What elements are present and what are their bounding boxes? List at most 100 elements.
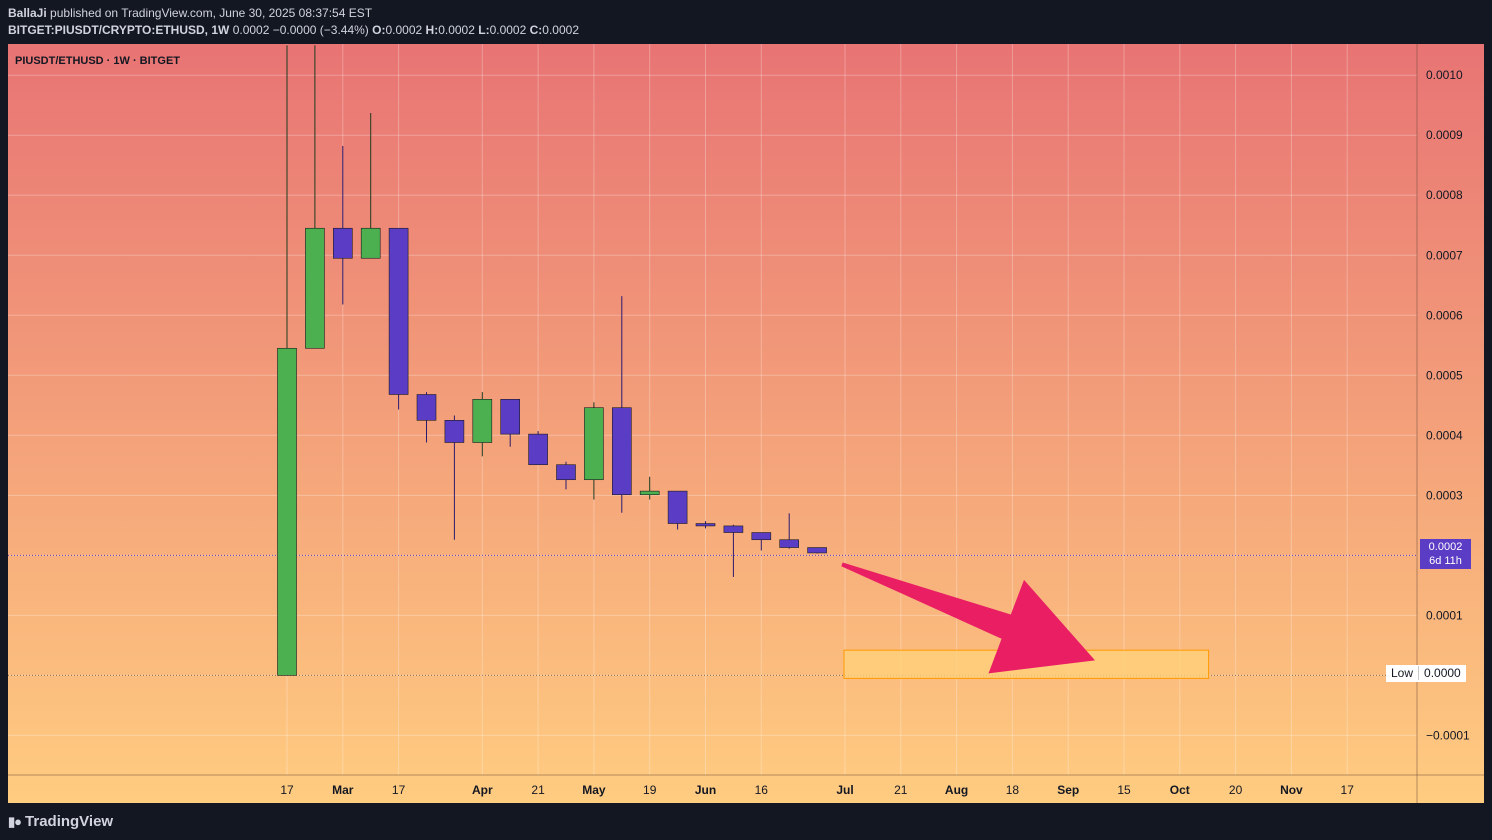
publish-line: BallaJi published on TradingView.com, Ju… — [8, 6, 372, 20]
price-tick-label: 0.0004 — [1426, 428, 1463, 442]
time-axis[interactable]: 17 Mar 17 Apr 21 May 19 Jun 16 Jul 21 Aug 18 Sep 15 Oct… — [280, 783, 1354, 797]
close-value: 0.0002 — [542, 23, 579, 37]
price-tick-label: 0.0008 — [1426, 188, 1463, 202]
candle-body — [751, 532, 772, 541]
candle-body — [360, 227, 381, 259]
close-label: C: — [529, 23, 543, 37]
ohlc-line: BITGET:PIUSDT/CRYPTO:ETHUSD, 1W 0.0002 −… — [8, 23, 579, 37]
candle-body — [611, 407, 632, 496]
time-tick-label: Mar — [332, 783, 354, 797]
time-tick-label: 19 — [643, 783, 657, 797]
time-tick-label: 16 — [755, 783, 769, 797]
candle-body — [556, 464, 576, 481]
candle-body — [667, 490, 688, 524]
candle — [611, 296, 632, 513]
open-value: 0.0002 — [385, 23, 423, 37]
time-tick-label: Sep — [1057, 783, 1079, 797]
candle-body — [388, 227, 409, 395]
price-tick-label: −0.0001 — [1426, 728, 1470, 742]
candle — [556, 461, 576, 490]
candle — [695, 521, 716, 529]
high-label: H: — [425, 23, 439, 37]
time-tick-label: 20 — [1229, 783, 1243, 797]
candle — [472, 392, 493, 457]
high-value: 0.0002 — [438, 23, 475, 37]
candle-body — [500, 398, 521, 435]
price-tick-label: 0.0007 — [1426, 248, 1463, 262]
symbol-full: BITGET:PIUSDT/CRYPTO:ETHUSD, 1W — [8, 23, 230, 37]
candle-body — [584, 407, 604, 481]
candle — [332, 146, 353, 305]
last-price-tag: 0.0002 6d 11h — [1420, 539, 1471, 569]
price-tick-label: 0.0006 — [1426, 308, 1463, 322]
candle — [723, 524, 744, 577]
last-price-value: 0.0002 — [1428, 541, 1463, 553]
time-tick-label: 18 — [1006, 783, 1020, 797]
price-tick-label: 0.0003 — [1426, 488, 1463, 502]
candle — [584, 402, 604, 500]
author-name[interactable]: BallaJi — [8, 6, 47, 20]
forecast-arrow — [841, 562, 1095, 674]
tradingview-logo-icon: ▮● — [8, 814, 22, 829]
candle — [444, 415, 465, 540]
candle — [388, 227, 409, 410]
candle-body — [723, 525, 744, 533]
candle-body — [779, 539, 800, 548]
candles — [277, 45, 827, 676]
chart-header: BallaJi published on TradingView.com, Ju… — [0, 0, 1492, 44]
time-tick-label: Oct — [1170, 783, 1190, 797]
open-label: O: — [372, 23, 386, 37]
change-text: 0.0002 −0.0000 (−3.44%) — [232, 23, 369, 37]
time-tick-label: 21 — [894, 783, 908, 797]
candle — [500, 398, 521, 447]
candle-body — [472, 398, 493, 443]
candle — [360, 113, 381, 259]
tradingview-logo[interactable]: ▮● TradingView — [8, 813, 113, 830]
low-price-tag: Low 0.0000 — [1386, 665, 1466, 682]
low-value: 0.0002 — [489, 23, 527, 37]
footer: ▮● TradingView — [0, 803, 1492, 840]
legend-title: PIUSDT/ETHUSD · 1W · BITGET — [15, 55, 180, 67]
candle-body — [695, 523, 716, 527]
candle-body — [528, 433, 548, 466]
candle — [779, 513, 800, 549]
candle — [807, 547, 827, 554]
candle-body — [332, 227, 353, 259]
time-tick-label: May — [582, 783, 606, 797]
low-label: L: — [478, 23, 490, 37]
candle-body — [277, 347, 297, 676]
candle — [528, 431, 548, 466]
candle-body — [444, 420, 465, 443]
low-tag-label: Low — [1386, 666, 1420, 680]
candle-body — [639, 490, 660, 496]
candle-body — [807, 547, 827, 554]
time-tick-label: 17 — [1341, 783, 1355, 797]
chart-background — [8, 44, 1484, 803]
candle — [416, 392, 437, 443]
time-tick-label: 21 — [531, 783, 545, 797]
candle — [667, 490, 688, 530]
candle — [305, 45, 325, 349]
time-tick-label: Aug — [945, 783, 968, 797]
low-tag-value: 0.0000 — [1424, 666, 1461, 680]
price-tick-label: 0.0010 — [1426, 68, 1463, 82]
bar-countdown: 6d 11h — [1429, 555, 1462, 567]
time-tick-label: Nov — [1280, 783, 1303, 797]
candle-body — [305, 227, 325, 349]
published-text: published on TradingView.com, June 30, 2… — [50, 6, 373, 20]
candle — [277, 45, 297, 676]
candle — [639, 476, 660, 500]
time-tick-label: Jun — [695, 783, 716, 797]
price-tick-label: 0.0001 — [1426, 608, 1463, 622]
price-tick-label: 0.0005 — [1426, 368, 1463, 382]
brand-name: TradingView — [25, 813, 114, 830]
time-tick-label: 17 — [280, 783, 294, 797]
candle — [751, 532, 772, 551]
price-tick-label: 0.0009 — [1426, 128, 1463, 142]
candle-body — [416, 394, 437, 421]
time-tick-label: 15 — [1117, 783, 1131, 797]
time-tick-label: 17 — [392, 783, 406, 797]
time-tick-label: Jul — [836, 783, 853, 797]
time-tick-label: Apr — [472, 783, 493, 797]
price-chart[interactable]: 0.0010 0.0009 0.0008 0.0007 0.0006 0.0005 0.00… — [0, 44, 1492, 803]
